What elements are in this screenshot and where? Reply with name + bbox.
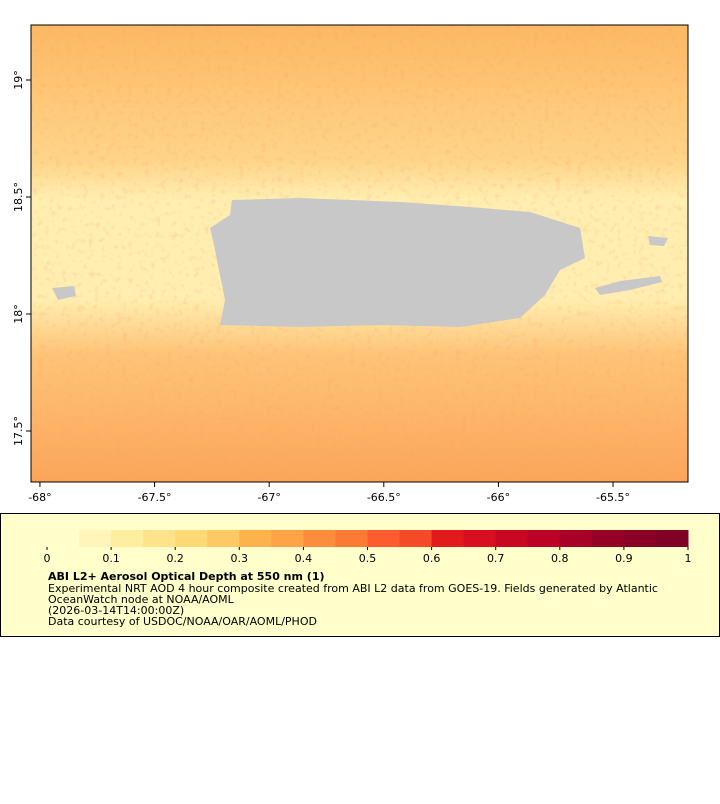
land-mona [52,286,76,300]
colorbar-tick-label: 0.4 [295,552,313,565]
colorbar-tick-label: 0.8 [551,552,569,565]
land-puerto-rico [210,198,585,327]
color-swatch [79,530,112,547]
colorbar-tick-label: 0.3 [231,552,249,565]
color-swatch [207,530,240,547]
plot-frame [30,24,689,483]
color-swatch [495,530,529,547]
color-swatch [111,530,144,547]
color-swatch [239,530,272,547]
color-swatch [623,530,657,547]
legend-title: ABI L2+ Aerosol Optical Depth at 550 nm … [48,570,325,583]
colorbar-tick-label: 0.1 [102,552,120,565]
land-culebra [648,236,668,246]
color-swatch [655,530,689,547]
legend-line: Experimental NRT AOD 4 hour composite cr… [48,582,658,595]
legend-line: Data courtesy of USDOC/NOAA/OAR/AOML/PHO… [48,615,317,628]
color-swatch [143,530,176,547]
y-tick-label: 19° [12,70,25,90]
axes: -68° -67.5° -67° -66.5° -66° -65.5° 17.5° 18° 18… [12,70,630,504]
colorbar-tick-label: 0.7 [487,552,505,565]
color-swatch [559,530,593,547]
y-tick-label: 18° [12,304,25,324]
color-swatch [271,530,304,547]
color-swatch [335,530,368,547]
colorbar-tick-label: 0 [44,552,51,565]
aod-field [31,25,688,482]
legend-line: (2026-03-14T14:00:00Z) [48,604,184,617]
x-tick-label: -66° [487,491,510,504]
colorbar-tick-label: 0.2 [166,552,184,565]
legend-line: OceanWatch node at NOAA/AOML [48,593,235,606]
colorbar-tick-label: 0.6 [423,552,441,565]
color-swatch [399,530,433,547]
color-swatch [303,530,336,547]
y-tick-label: 18.5° [12,182,25,212]
x-tick-label: -65.5° [596,491,630,504]
y-tick-label: 17.5° [12,416,25,446]
land-vieques [595,276,662,295]
x-tick-label: -67.5° [138,491,172,504]
color-swatch [527,530,561,547]
x-tick-label: -68° [28,491,51,504]
colorbar: 0 0.1 0.2 0.3 0.4 0.5 0.6 0.7 0.8 0.9 1 [44,530,692,565]
color-swatch [47,530,80,547]
colorbar-tick-label: 1 [685,552,692,565]
color-swatch [367,530,401,547]
color-swatch [175,530,208,547]
color-swatch [591,530,625,547]
color-swatch [463,530,497,547]
x-tick-label: -67° [257,491,280,504]
x-tick-label: -66.5° [367,491,401,504]
colorbar-tick-label: 0.9 [615,552,633,565]
color-swatch [431,530,465,547]
colorbar-tick-label: 0.5 [359,552,377,565]
